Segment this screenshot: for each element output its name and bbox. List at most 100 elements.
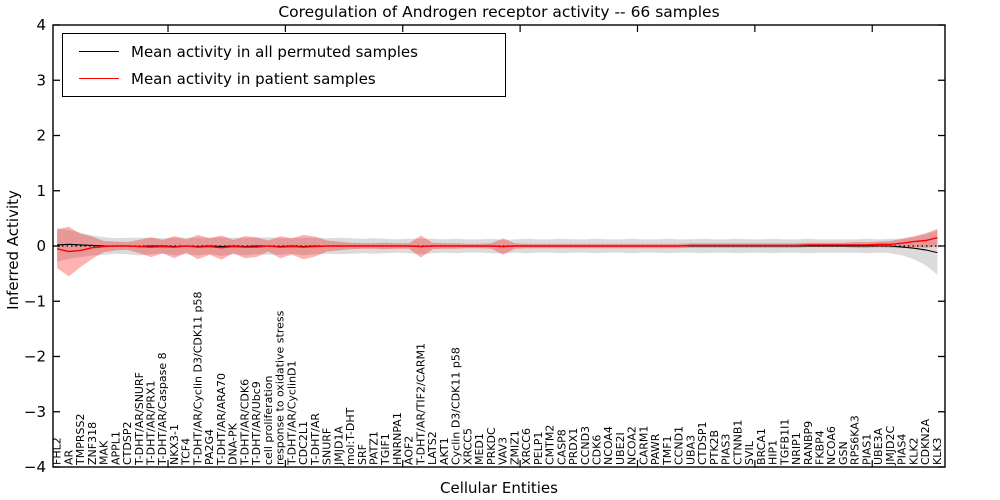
x-category-label: AKT1: [438, 437, 451, 465]
x-category-label: CDK6: [591, 435, 604, 465]
x-category-label: PRDX1: [567, 428, 580, 465]
x-category-label: GSN: [837, 441, 850, 465]
y-tick-label: 1: [36, 182, 46, 200]
x-category-label: CASP8: [555, 429, 568, 465]
x-category-label: PIAS4: [896, 434, 909, 465]
legend: Mean activity in all permuted samples Me…: [62, 33, 506, 97]
x-category-label: TMF1: [661, 435, 674, 466]
x-category-label: CDC2L1: [297, 421, 310, 465]
y-tick-label: 3: [36, 71, 46, 89]
x-category-label: CCND1: [673, 426, 686, 465]
y-tick-label: −2: [24, 348, 46, 366]
chart-title: Coregulation of Androgen receptor activi…: [278, 3, 720, 21]
patient-band: [57, 226, 938, 277]
x-category-label: CTDSP1: [696, 422, 709, 465]
legend-label-permuted: Mean activity in all permuted samples: [131, 42, 418, 61]
x-category-label: CCND3: [579, 426, 592, 465]
y-tick-label: −3: [24, 403, 46, 421]
x-category-label: response to oxidative stress: [274, 310, 287, 465]
x-category-label: T-DHT/AR/ARA70: [215, 373, 228, 466]
x-category-label: TMPRSS2: [74, 414, 87, 466]
x-category-label: ZNF318: [86, 422, 99, 465]
patient-mean-line: [56, 237, 938, 253]
x-category-label: SNURF: [321, 428, 334, 465]
x-category-label: RANBP9: [802, 421, 815, 465]
x-category-label: PATZ1: [368, 431, 381, 465]
x-category-label: CARM1: [637, 426, 650, 465]
x-category-label: T-DHT/AR/Caspase 8: [156, 352, 169, 466]
x-category-label: APPL1: [109, 431, 122, 465]
x-category-label: KLK3: [931, 437, 944, 465]
x-category-label: UBE3A: [872, 427, 885, 465]
y-tick-label: −4: [24, 458, 46, 476]
x-category-label: HNRNPA1: [391, 412, 404, 465]
x-category-label: KLK2: [907, 437, 920, 465]
x-category-label: PELP1: [532, 432, 545, 465]
x-category-label: PIAS3: [720, 434, 733, 465]
x-category-label: XRCC5: [461, 428, 474, 465]
patient-line-swatch: [79, 78, 119, 79]
x-category-label: AR: [62, 449, 75, 465]
legend-label-patient: Mean activity in patient samples: [131, 69, 376, 88]
y-axis-label: Inferred Activity: [4, 190, 22, 310]
x-category-label: CTNNB1: [731, 420, 744, 465]
y-tick-label: 0: [36, 237, 46, 255]
x-category-label: SVIL: [743, 440, 756, 465]
x-category-label: PA2G4: [203, 429, 216, 465]
x-category-label: AOF2: [403, 436, 416, 465]
x-category-label: cell proliferation: [262, 375, 275, 465]
x-category-label: T-DHT/AR/CDK6: [238, 379, 251, 466]
x-axis-label: Cellular Entities: [440, 479, 558, 497]
x-category-label: NRIP1: [790, 432, 803, 465]
x-category-label: T-DHT/AR: [309, 413, 322, 466]
x-category-label: SRF: [356, 444, 369, 465]
x-category-label: CMTM2: [544, 425, 557, 465]
x-category-label: BRCA1: [755, 428, 768, 465]
y-tick-label: 4: [36, 16, 46, 34]
x-category-label: T-DHT/AR/PRX1: [145, 380, 158, 466]
x-category-label: UBE2I: [614, 432, 627, 465]
x-category-label: TCF4: [180, 438, 193, 466]
x-category-label: JMJD1A: [332, 426, 345, 466]
x-category-label: TGIF1: [379, 433, 392, 466]
x-category-label: T-DHT/AR/Cyclin D3/CDK11 p58: [191, 291, 204, 466]
x-category-label: NCOA6: [825, 426, 838, 465]
x-category-label: T-DHT/AR/SNURF: [133, 372, 146, 466]
x-category-label: T-DHT/AR/Ubc9: [250, 381, 263, 466]
x-category-label: ZMIZ1: [508, 430, 521, 465]
x-category-label: VAV3: [497, 437, 510, 465]
x-category-label: CDKN2A: [919, 418, 932, 465]
x-category-label: PIAS1: [860, 434, 873, 465]
x-category-label: MAK: [98, 440, 111, 465]
x-category-label: XRCC6: [520, 428, 533, 465]
permuted-band: [57, 228, 938, 275]
x-category-label: NCOA2: [626, 426, 639, 465]
x-category-label: PAWR: [649, 433, 662, 465]
x-category-label: PTK2B: [708, 430, 721, 465]
y-tick-label: −1: [24, 292, 46, 310]
legend-item-permuted: Mean activity in all permuted samples: [63, 38, 505, 65]
x-category-label: UBA3: [684, 435, 697, 465]
legend-item-patient: Mean activity in patient samples: [63, 65, 505, 92]
x-category-label: NKX3-1: [168, 424, 181, 465]
x-category-label: FKBP4: [814, 430, 827, 465]
permuted-line-swatch: [79, 51, 119, 52]
x-category-label: FHL2: [51, 437, 64, 465]
x-category-label: Cyclin D3/CDK11 p58: [450, 347, 463, 465]
x-category-label: JMJD2C: [884, 426, 897, 466]
x-category-label: T-DHT/AR/TIF2/CARM1: [414, 343, 427, 466]
x-category-label: DNA-PK: [227, 422, 240, 465]
x-category-label: T-DHT/AR/CyclinD1: [285, 360, 298, 466]
x-category-label: TGFB1I1: [778, 419, 791, 466]
x-category-label: mol:T-DHT: [344, 407, 357, 465]
x-category-label: CTDSP2: [121, 422, 134, 465]
x-category-label: NCOA4: [602, 426, 615, 465]
y-tick-label: 2: [36, 127, 46, 145]
x-category-label: RPS6KA3: [849, 415, 862, 465]
x-category-label: PRKDC: [485, 427, 498, 465]
x-category-label: HIP1: [767, 440, 780, 465]
x-category-label: MED1: [473, 433, 486, 465]
x-category-label: LATS2: [426, 431, 439, 465]
